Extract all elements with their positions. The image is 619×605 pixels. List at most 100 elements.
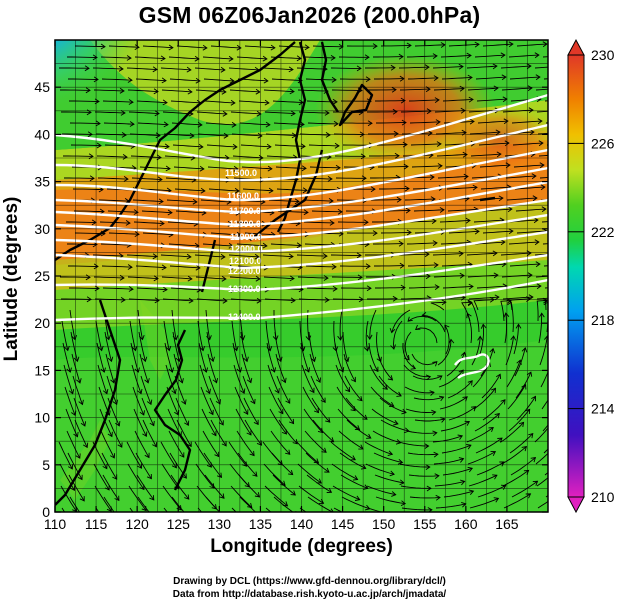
streamline [536, 110, 548, 113]
streamline-arrowhead [219, 493, 225, 499]
streamline [536, 299, 548, 322]
streamline-arrowhead [77, 474, 83, 481]
streamline [380, 44, 412, 47]
streamline-arrowhead [555, 348, 560, 353]
streamline [469, 497, 499, 509]
streamline-arrowhead [157, 176, 163, 183]
streamline [301, 177, 333, 180]
streamline-arrowhead [234, 187, 240, 194]
streamline-arrowhead [494, 413, 500, 419]
streamline [232, 155, 263, 159]
streamline-arrowhead [325, 417, 331, 423]
streamline-arrowhead [285, 398, 291, 404]
streamline-arrowhead [236, 367, 243, 373]
streamline-arrowhead [558, 491, 563, 496]
streamline-arrowhead [538, 312, 545, 318]
streamline-arrowhead [181, 399, 187, 405]
streamline [446, 352, 466, 377]
hokkaido-coast [338, 83, 374, 127]
streamline [92, 254, 124, 257]
streamline [137, 496, 150, 512]
streamline [66, 430, 81, 459]
streamline [232, 342, 241, 373]
streamline [142, 419, 157, 448]
streamline-arrowhead [89, 175, 95, 182]
streamline [68, 474, 85, 502]
streamline [68, 265, 99, 267]
streamline-arrowhead [202, 367, 209, 373]
streamline [99, 408, 113, 437]
y-tick-label: 30 [34, 221, 50, 237]
streamline [207, 353, 218, 383]
streamline [414, 418, 445, 422]
streamline [100, 243, 132, 246]
streamline-arrowhead [507, 206, 513, 213]
streamline [269, 408, 287, 435]
streamline-arrowhead [332, 285, 338, 292]
streamline-arrowhead [109, 453, 116, 459]
streamline [364, 441, 393, 455]
streamline [194, 67, 225, 71]
streamline-arrowhead [495, 373, 502, 380]
streamline-arrowhead [531, 173, 537, 180]
streamline [430, 301, 446, 311]
streamline [433, 88, 465, 91]
streamline [108, 45, 140, 48]
streamline [312, 419, 334, 443]
streamline-arrowhead [73, 356, 80, 363]
streamline-arrowhead [105, 335, 111, 341]
honshu-coast [249, 149, 324, 241]
streamline-arrowhead [324, 297, 330, 303]
streamline [230, 298, 261, 302]
streamline [433, 458, 464, 465]
streamline-arrowhead [324, 467, 330, 473]
streamline [310, 188, 342, 191]
streamline-arrowhead [303, 209, 309, 216]
streamline-arrowhead [301, 165, 307, 172]
streamline-arrowhead [365, 263, 371, 270]
streamline-arrowhead [531, 395, 536, 402]
streamline-arrowhead [366, 285, 372, 292]
streamline [206, 144, 237, 148]
streamline-arrowhead [268, 187, 274, 194]
streamline [170, 474, 190, 500]
streamline-arrowhead [549, 359, 554, 364]
streamline-arrowhead [233, 165, 239, 172]
streamline [407, 264, 439, 267]
streamline [265, 507, 272, 512]
streamline-arrowhead [129, 121, 135, 127]
streamline-arrowhead [506, 298, 512, 304]
streamline [59, 463, 75, 491]
streamline-arrowhead [433, 262, 439, 268]
streamline-arrowhead [152, 516, 156, 521]
streamline-arrowhead [389, 470, 395, 477]
streamline-arrowhead [466, 52, 472, 59]
streamline-arrowhead [400, 97, 406, 104]
streamline-arrowhead [435, 494, 441, 501]
streamline-arrowhead [305, 335, 312, 341]
streamline [131, 364, 142, 394]
colorbar-tick-label: 218 [591, 312, 615, 328]
streamline-arrowhead [121, 132, 127, 138]
streamline [170, 100, 201, 104]
streamline [176, 419, 192, 447]
streamline-arrowhead [123, 176, 129, 182]
streamline-arrowhead [467, 380, 473, 386]
streamline-arrowhead [162, 286, 168, 293]
streamline-arrowhead [247, 502, 253, 509]
contour-label-12300: 12300.0 [228, 284, 261, 294]
streamline [367, 507, 384, 512]
streamline-arrowhead [338, 230, 344, 237]
streamline [160, 67, 191, 71]
streamline [274, 144, 306, 147]
streamline [201, 408, 217, 436]
streamline-arrowhead [429, 174, 435, 181]
streamline [136, 474, 155, 501]
streamline [411, 165, 443, 168]
streamline [309, 166, 341, 169]
streamline [98, 199, 130, 202]
streamline-arrowhead [222, 110, 228, 117]
streamline-arrowhead [313, 407, 320, 414]
streamline-arrowhead [120, 297, 126, 303]
